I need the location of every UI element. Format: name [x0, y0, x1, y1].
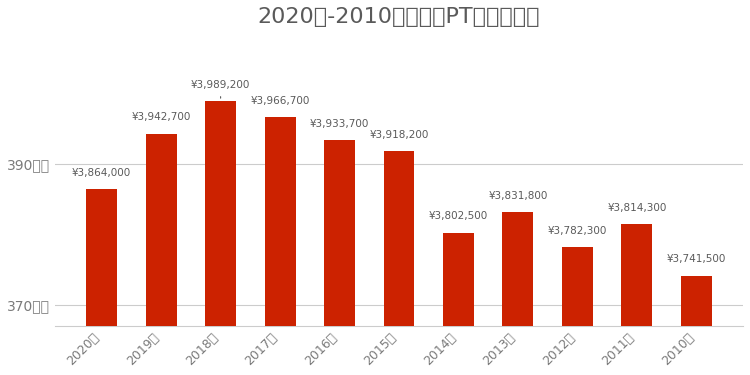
Bar [681, 276, 712, 375]
Text: ¥3,933,700: ¥3,933,700 [310, 119, 369, 129]
Bar [146, 134, 176, 375]
Bar [622, 224, 652, 375]
Bar [86, 189, 117, 375]
Text: ¥3,918,200: ¥3,918,200 [369, 130, 429, 140]
Text: ¥3,814,300: ¥3,814,300 [608, 203, 667, 213]
Text: ¥3,741,500: ¥3,741,500 [667, 255, 726, 264]
Text: ¥3,802,500: ¥3,802,500 [429, 211, 488, 221]
Text: ¥3,782,300: ¥3,782,300 [548, 226, 607, 236]
Text: ¥3,942,700: ¥3,942,700 [131, 112, 190, 123]
Text: ¥3,864,000: ¥3,864,000 [72, 168, 131, 178]
Title: 2020年-2010年の女性PTの年収推移: 2020年-2010年の女性PTの年収推移 [258, 7, 540, 27]
Bar [206, 101, 236, 375]
Bar [562, 247, 592, 375]
Text: ¥3,831,800: ¥3,831,800 [488, 191, 548, 201]
Bar [324, 140, 355, 375]
Bar [265, 117, 296, 375]
Text: ¥3,989,200: ¥3,989,200 [191, 80, 250, 90]
Text: ¥3,966,700: ¥3,966,700 [251, 96, 310, 105]
Bar [383, 151, 415, 375]
Bar [443, 233, 474, 375]
Bar [503, 212, 533, 375]
